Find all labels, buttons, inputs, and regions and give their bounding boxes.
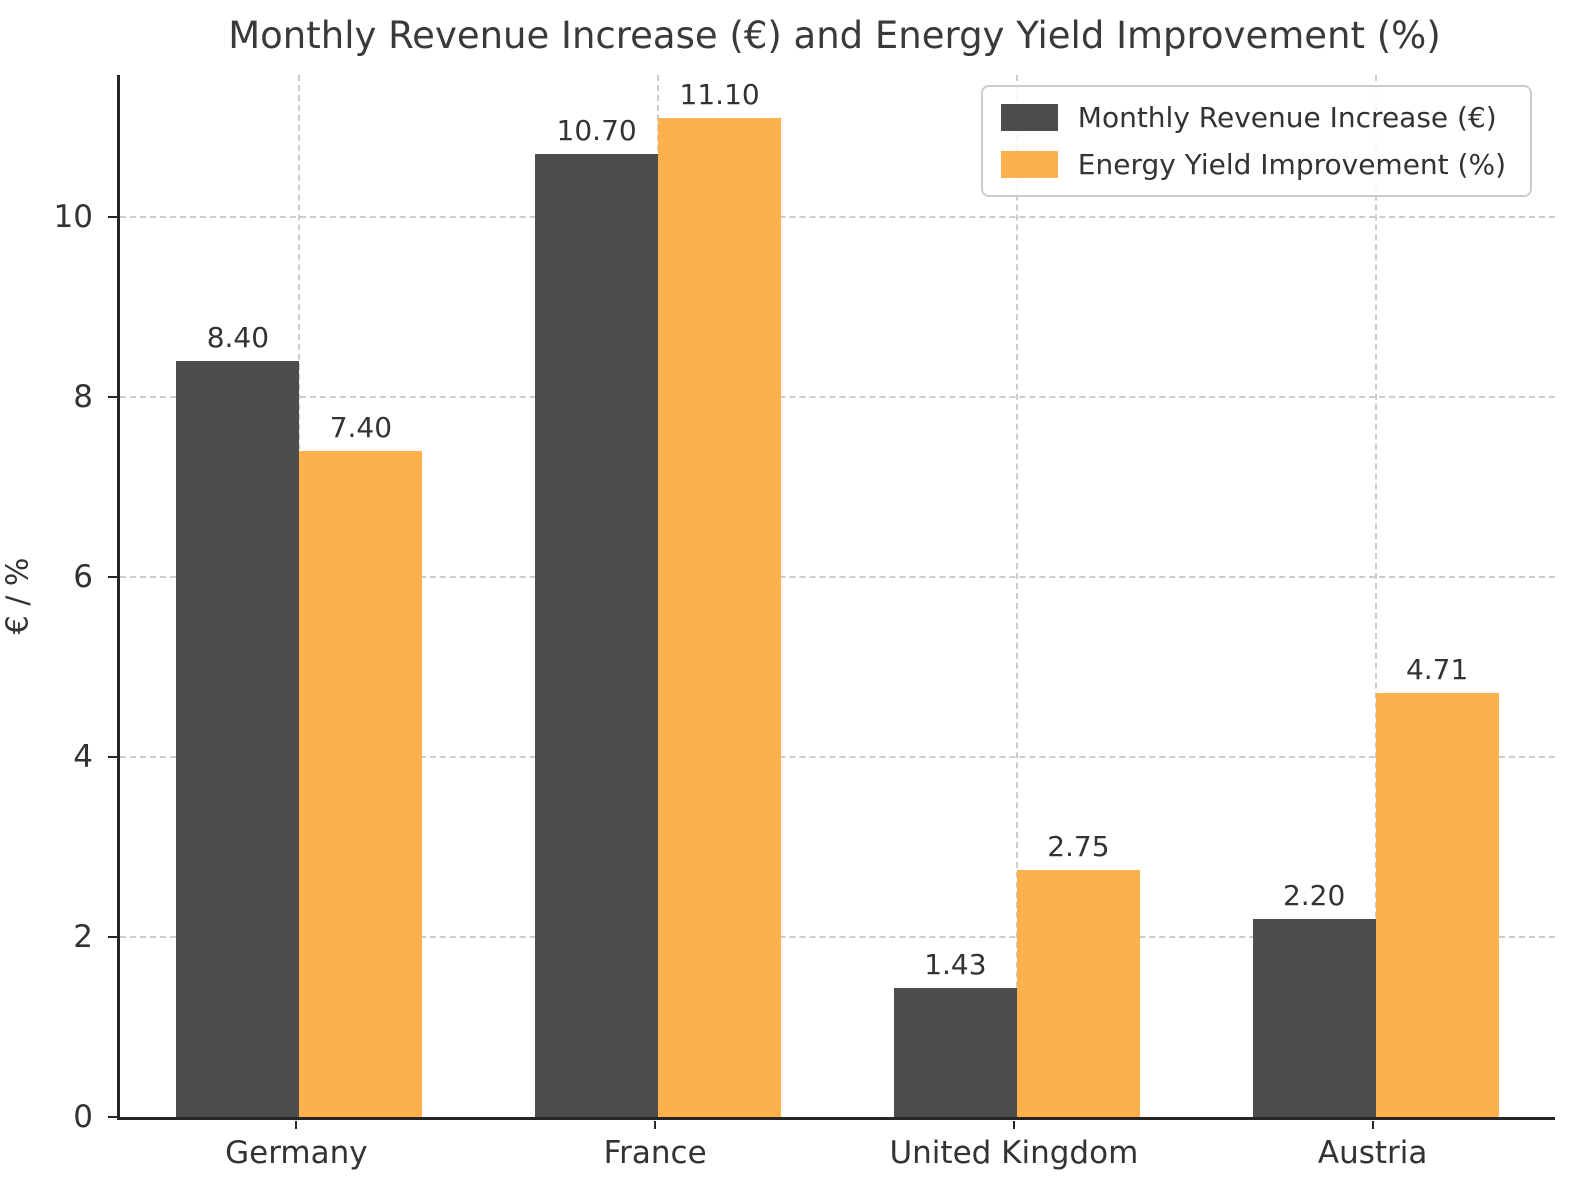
y-tick xyxy=(108,756,117,759)
x-tick-label: Austria xyxy=(1317,1135,1428,1171)
legend-label-revenue: Monthly Revenue Increase (€) xyxy=(1077,101,1497,134)
y-tick xyxy=(108,396,117,399)
x-tick xyxy=(295,1121,298,1129)
y-gridline xyxy=(120,576,1555,579)
y-tick xyxy=(108,1116,117,1118)
legend-swatch-revenue xyxy=(1000,104,1058,131)
bar xyxy=(535,154,659,1117)
bar xyxy=(176,361,300,1117)
bar-value-label: 2.20 xyxy=(1282,879,1346,913)
x-gridline xyxy=(1015,75,1018,1117)
y-gridline xyxy=(120,756,1555,759)
x-tick xyxy=(1371,1121,1374,1129)
x-tick-label: France xyxy=(603,1135,707,1171)
plot-area: 8.40 10.70 1.43 2.20 7.40 11.10 2.75 4.71 xyxy=(117,75,1555,1120)
x-tick-label: United Kingdom xyxy=(889,1135,1139,1171)
bar xyxy=(1016,869,1140,1117)
bar xyxy=(1252,919,1376,1117)
legend: Monthly Revenue Increase (€) Energy Yiel… xyxy=(980,85,1532,197)
bar xyxy=(893,988,1017,1117)
y-gridline xyxy=(120,396,1555,399)
bar xyxy=(299,451,423,1117)
x-gridline xyxy=(1374,75,1377,1117)
y-gridline xyxy=(120,936,1555,939)
y-tick-label: 6 xyxy=(73,559,93,596)
legend-item-revenue: Monthly Revenue Increase (€) xyxy=(1000,101,1506,134)
legend-label-yield: Energy Yield Improvement (%) xyxy=(1077,148,1506,181)
bar-value-label: 10.70 xyxy=(556,114,637,148)
x-tick xyxy=(654,1121,657,1129)
bar-value-label: 1.43 xyxy=(924,948,987,982)
x-tick-label: Germany xyxy=(225,1135,368,1171)
bar-value-label: 8.40 xyxy=(206,321,270,355)
chart-title: Monthly Revenue Increase (€) and Energy … xyxy=(228,14,1441,57)
y-gridline xyxy=(120,216,1555,219)
legend-item-yield: Energy Yield Improvement (%) xyxy=(1000,148,1506,181)
y-tick-label: 8 xyxy=(73,379,93,416)
x-tick xyxy=(1012,1121,1015,1129)
bar xyxy=(1375,693,1499,1117)
bar xyxy=(658,118,782,1117)
y-tick xyxy=(108,576,117,579)
bar-value-label: 7.40 xyxy=(329,411,393,445)
y-tick-label: 10 xyxy=(53,199,93,236)
y-tick xyxy=(108,936,117,939)
bar-value-label: 4.71 xyxy=(1405,653,1469,687)
y-tick-label: 2 xyxy=(73,919,93,956)
y-tick-label: 4 xyxy=(73,739,93,776)
y-tick-label: 0 xyxy=(73,1099,93,1135)
bar-value-label: 11.10 xyxy=(679,78,760,112)
legend-swatch-yield xyxy=(1000,151,1058,178)
bar-value-label: 2.75 xyxy=(1047,829,1110,863)
y-tick xyxy=(108,216,117,219)
